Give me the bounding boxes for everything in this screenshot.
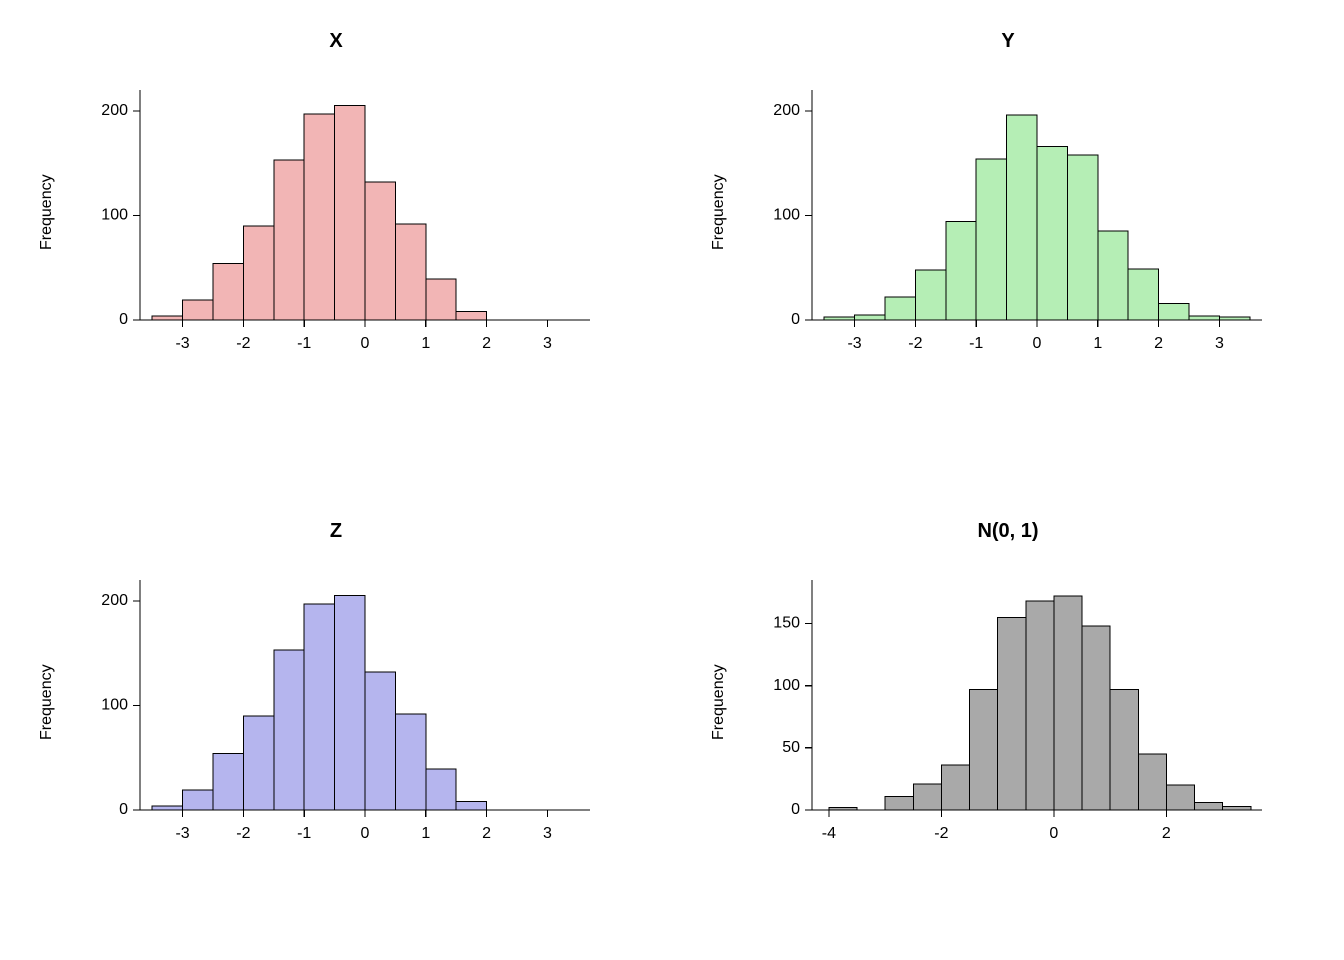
histogram-grid: X Frequency -3-2-101230100200 Y Frequenc… [0, 0, 1344, 960]
svg-text:0: 0 [119, 311, 128, 328]
svg-text:-1: -1 [297, 825, 311, 842]
svg-text:-3: -3 [847, 335, 861, 352]
svg-text:-2: -2 [236, 825, 250, 842]
svg-text:-1: -1 [297, 335, 311, 352]
svg-text:0: 0 [1049, 825, 1058, 842]
svg-text:0: 0 [361, 335, 370, 352]
svg-text:0: 0 [119, 801, 128, 818]
plot-n: -4 -2 0 2 0 50 100 150 [702, 510, 1314, 930]
svg-text:50: 50 [782, 739, 800, 756]
svg-text:-2: -2 [934, 825, 948, 842]
svg-text:3: 3 [543, 335, 552, 352]
svg-text:150: 150 [773, 615, 800, 632]
panel-n: N(0, 1) Frequency -4-202050100150 [702, 510, 1314, 930]
svg-text:-4: -4 [822, 825, 836, 842]
plot-y: -3 -2 -1 0 1 2 3 0 100 200 [702, 20, 1314, 440]
svg-text:100: 100 [773, 207, 800, 224]
svg-text:200: 200 [101, 102, 128, 119]
svg-text:0: 0 [361, 825, 370, 842]
svg-text:-1: -1 [969, 335, 983, 352]
svg-text:2: 2 [1162, 825, 1171, 842]
svg-text:0: 0 [1033, 335, 1042, 352]
panel-y: Y Frequency -3-2-101230100200 [702, 20, 1314, 440]
svg-text:0: 0 [791, 311, 800, 328]
svg-text:-2: -2 [908, 335, 922, 352]
plot-z: -3 -2 -1 0 1 2 3 0 100 200 [30, 510, 642, 930]
svg-text:2: 2 [482, 335, 491, 352]
svg-text:200: 200 [773, 102, 800, 119]
svg-text:100: 100 [101, 207, 128, 224]
svg-text:2: 2 [482, 825, 491, 842]
panel-z: Z Frequency -3-2-101230100200 [30, 510, 642, 930]
svg-text:-3: -3 [175, 825, 189, 842]
svg-text:3: 3 [1215, 335, 1224, 352]
svg-text:1: 1 [421, 335, 430, 352]
panel-x: X Frequency -3-2-101230100200 [30, 20, 642, 440]
svg-text:200: 200 [101, 592, 128, 609]
svg-text:1: 1 [1093, 335, 1102, 352]
svg-text:-2: -2 [236, 335, 250, 352]
plot-x: -3 -2 -1 0 1 2 3 0 100 200 [30, 20, 642, 440]
svg-text:-3: -3 [175, 335, 189, 352]
svg-text:100: 100 [773, 677, 800, 694]
svg-text:100: 100 [101, 697, 128, 714]
svg-text:3: 3 [543, 825, 552, 842]
svg-text:0: 0 [791, 801, 800, 818]
svg-text:2: 2 [1154, 335, 1163, 352]
svg-text:1: 1 [421, 825, 430, 842]
